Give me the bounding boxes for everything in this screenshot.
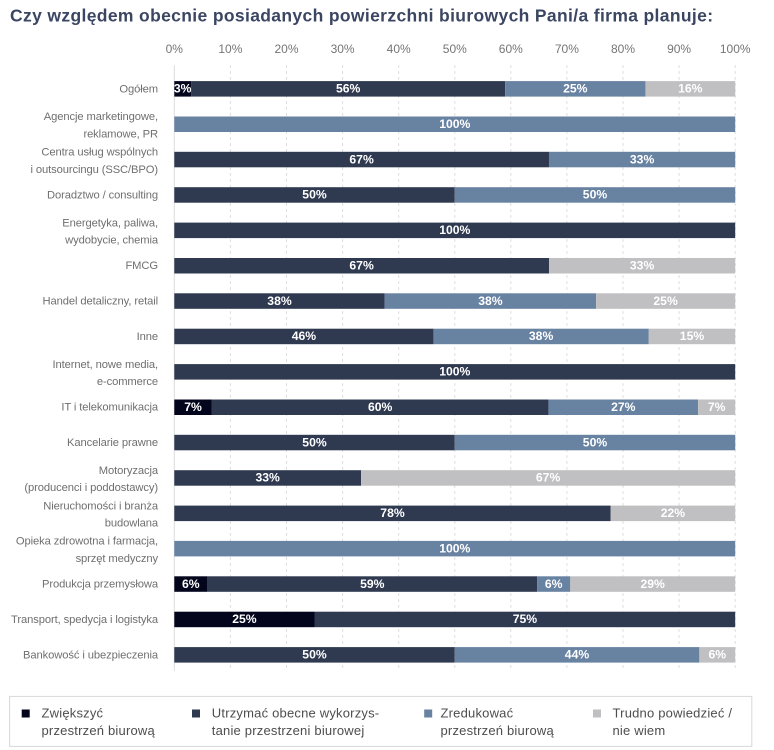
svg-text:46%: 46% (292, 329, 317, 343)
svg-text:60%: 60% (368, 400, 393, 414)
svg-text:50%: 50% (302, 648, 327, 662)
svg-text:90%: 90% (667, 42, 691, 56)
svg-text:IT i telekomunikacja: IT i telekomunikacja (61, 402, 159, 414)
svg-text:67%: 67% (536, 471, 561, 485)
svg-text:50%: 50% (302, 435, 327, 449)
svg-text:6%: 6% (182, 577, 200, 591)
svg-text:22%: 22% (661, 506, 686, 520)
svg-text:56%: 56% (336, 82, 361, 96)
svg-text:67%: 67% (349, 258, 374, 272)
svg-text:78%: 78% (380, 506, 405, 520)
svg-text:Inne: Inne (137, 331, 158, 343)
svg-text:Doradztwo / consulting: Doradztwo / consulting (47, 190, 158, 202)
svg-text:38%: 38% (478, 294, 503, 308)
svg-text:6%: 6% (545, 577, 563, 591)
svg-text:Handel detaliczny, retail: Handel detaliczny, retail (43, 296, 158, 308)
svg-text:40%: 40% (387, 42, 411, 56)
svg-text:6%: 6% (708, 648, 726, 662)
svg-text:0%: 0% (166, 42, 184, 56)
svg-text:59%: 59% (360, 577, 385, 591)
svg-text:50%: 50% (302, 188, 327, 202)
svg-text:100%: 100% (439, 117, 470, 131)
svg-text:100%: 100% (439, 541, 470, 555)
svg-text:Transport, spedycja i logistyk: Transport, spedycja i logistyka (11, 614, 159, 626)
svg-text:Bankowość i ubezpieczenia: Bankowość i ubezpieczenia (23, 649, 159, 661)
svg-text:70%: 70% (555, 42, 579, 56)
svg-text:50%: 50% (443, 42, 467, 56)
svg-text:16%: 16% (678, 82, 703, 96)
svg-text:Ogółem: Ogółem (119, 83, 158, 95)
svg-text:75%: 75% (513, 612, 538, 626)
svg-text:20%: 20% (274, 42, 298, 56)
svg-text:30%: 30% (331, 42, 355, 56)
svg-text:15%: 15% (680, 329, 705, 343)
svg-text:60%: 60% (499, 42, 523, 56)
svg-text:100%: 100% (439, 223, 470, 237)
svg-text:FMCG: FMCG (125, 260, 158, 272)
svg-text:Kancelarie prawne: Kancelarie prawne (67, 437, 158, 449)
svg-text:50%: 50% (583, 188, 608, 202)
svg-text:33%: 33% (630, 152, 655, 166)
svg-text:Produkcja przemysłowa: Produkcja przemysłowa (42, 579, 159, 591)
svg-text:25%: 25% (232, 612, 257, 626)
svg-text:29%: 29% (640, 577, 665, 591)
svg-text:25%: 25% (653, 294, 678, 308)
svg-text:27%: 27% (611, 400, 636, 414)
svg-text:100%: 100% (439, 365, 470, 379)
svg-text:7%: 7% (708, 400, 726, 414)
svg-text:33%: 33% (630, 258, 655, 272)
svg-text:33%: 33% (255, 471, 280, 485)
svg-text:67%: 67% (349, 152, 374, 166)
svg-text:25%: 25% (563, 82, 588, 96)
svg-text:100%: 100% (720, 42, 751, 56)
svg-text:10%: 10% (218, 42, 242, 56)
svg-text:80%: 80% (611, 42, 635, 56)
svg-text:3%: 3% (174, 82, 192, 96)
svg-text:7%: 7% (184, 400, 202, 414)
svg-text:44%: 44% (565, 648, 590, 662)
svg-text:38%: 38% (267, 294, 292, 308)
svg-text:Czy względem obecnie posiadany: Czy względem obecnie posiadanych powierz… (10, 6, 713, 26)
svg-text:38%: 38% (529, 329, 554, 343)
svg-text:50%: 50% (583, 435, 608, 449)
